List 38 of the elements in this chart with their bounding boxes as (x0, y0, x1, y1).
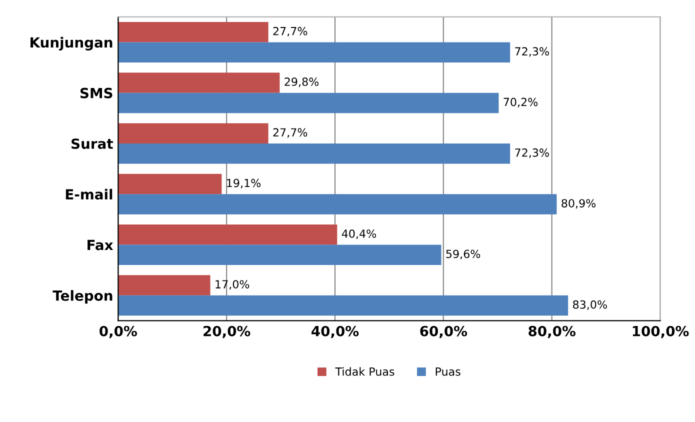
x-tick-label: 80,0% (528, 326, 576, 338)
bar (118, 194, 557, 214)
legend-label: Puas (436, 368, 460, 376)
data-label: 80,9% (562, 199, 596, 209)
x-tick-label: 100,0% (632, 326, 689, 338)
data-label: 27,7% (273, 128, 308, 138)
data-label: 19,1% (227, 178, 261, 188)
bar (118, 244, 442, 266)
bar (118, 123, 268, 144)
bar (118, 22, 268, 42)
data-label: 59,6% (446, 250, 480, 260)
legend-label: Tidak Puas (335, 367, 394, 376)
data-label: 40,4% (342, 229, 376, 239)
data-label: 72,3% (515, 47, 549, 57)
data-label: 72,3% (515, 148, 549, 158)
bar (118, 224, 338, 245)
data-label: 29,8% (284, 78, 319, 88)
bar (118, 174, 222, 194)
bar (118, 92, 499, 114)
y-tick-label: Fax (88, 240, 114, 250)
x-tick-label: 40,0% (312, 326, 359, 338)
data-label: 83,0% (573, 300, 607, 310)
bar (118, 72, 280, 93)
data-label: 17,0% (216, 280, 250, 290)
x-tick-label: 20,0% (204, 326, 250, 338)
data-label: 27,7% (273, 26, 308, 36)
y-tick-label: Telepon (52, 290, 112, 304)
y-tick-label: SMS (80, 88, 112, 98)
x-tick-label: 60,0% (420, 326, 468, 338)
x-tick-label: 0,0% (100, 326, 137, 338)
bar (118, 42, 510, 62)
y-tick-label: E-mail (66, 188, 112, 200)
bar (118, 143, 510, 164)
y-tick-label: Kunjungan (30, 36, 112, 50)
y-tick-label: Surat (72, 138, 113, 149)
data-label: 70,2% (504, 98, 538, 108)
bar (118, 295, 568, 316)
bar (118, 275, 210, 296)
